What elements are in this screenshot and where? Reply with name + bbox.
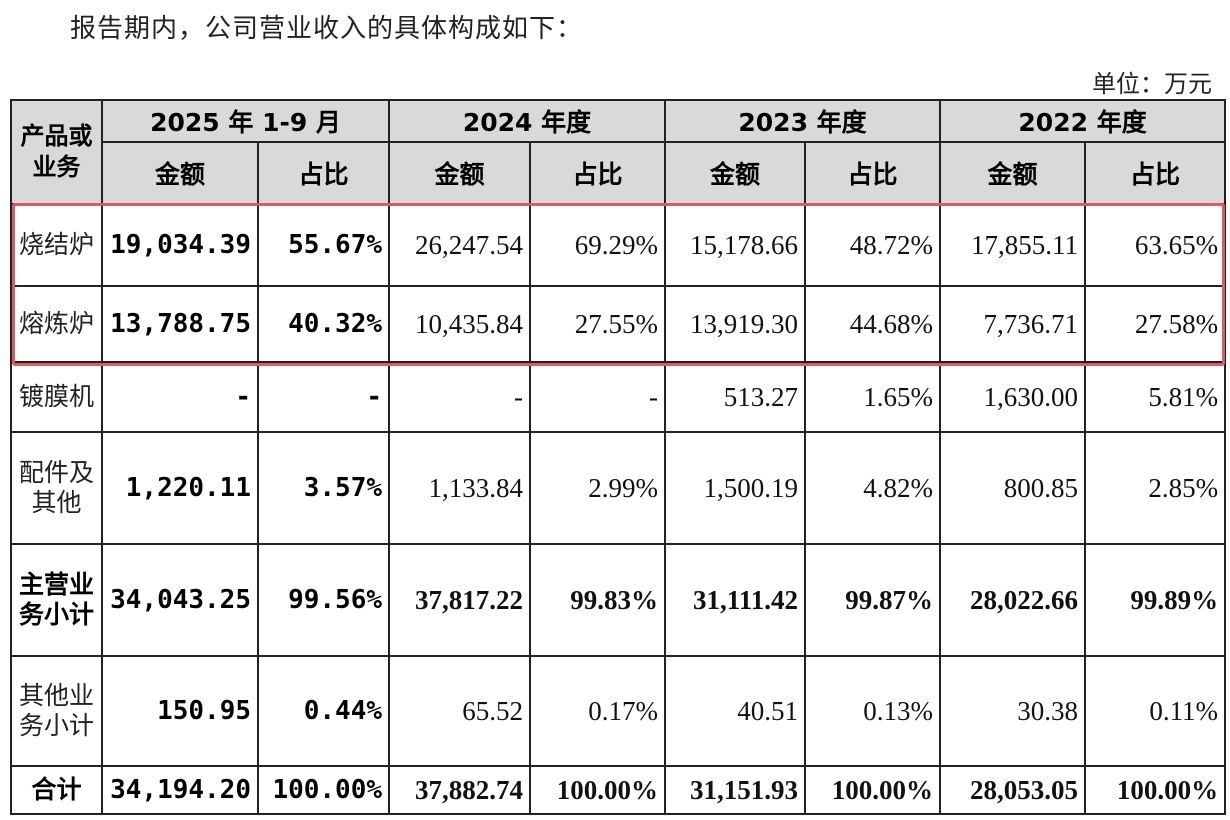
ratio-cell: 100.00%: [256, 765, 391, 815]
ratio-cell: 27.55%: [529, 285, 667, 363]
row-category: 烧结炉: [10, 203, 103, 287]
ratio-header: 占比: [256, 141, 391, 205]
amount-cell: 17,855.11: [939, 203, 1087, 287]
ratio-cell: 44.68%: [804, 285, 942, 363]
amount-cell: 26,247.54: [388, 203, 532, 287]
table-row: 其他业务小计 150.95 0.44% 65.52 0.17% 40.51 0.13% 30.…: [10, 655, 1227, 767]
ratio-header: 占比: [804, 141, 942, 205]
period-header: 2022 年度: [939, 99, 1227, 143]
amount-cell: 13,788.75: [101, 285, 259, 363]
amount-cell: 513.27: [664, 361, 807, 433]
table-row: 熔炼炉 13,788.75 40.32% 10,435.84 27.55% 13,919.…: [10, 285, 1227, 363]
ratio-cell: 99.87%: [804, 543, 942, 657]
ratio-cell: 27.58%: [1084, 285, 1227, 363]
ratio-cell: 4.82%: [804, 431, 942, 545]
row-category: 配件及其他: [10, 431, 103, 545]
header-row-periods: 产品或业务 2025 年 1-9 月 2024 年度 2023 年度 2022 …: [10, 99, 1227, 205]
amount-header: 金额: [388, 141, 532, 205]
ratio-cell: 0.17%: [529, 655, 667, 767]
amount-cell: 1,630.00: [939, 361, 1087, 433]
ratio-cell: 99.89%: [1084, 543, 1227, 657]
intro-text: 报告期内，公司营业收入的具体构成如下：: [70, 14, 584, 44]
amount-cell: 15,178.66: [664, 203, 807, 287]
ratio-cell: 0.44%: [256, 655, 391, 767]
table-row: 合计 34,194.20 100.00% 37,882.74 100.00% 31,151…: [10, 765, 1227, 815]
ratio-cell: 2.99%: [529, 431, 667, 545]
period-header: 2023 年度: [664, 99, 942, 143]
header-row-metrics: 金额 占比 金额 占比 金额 占比 金额 占比: [11, 141, 1227, 205]
ratio-cell: 100.00%: [804, 765, 942, 815]
ratio-cell: 0.13%: [804, 655, 942, 767]
ratio-cell: 100.00%: [1084, 765, 1227, 815]
amount-cell: 37,817.22: [388, 543, 532, 657]
amount-cell: -: [101, 361, 259, 433]
row-category: 镀膜机: [10, 361, 103, 433]
amount-cell: 28,053.05: [939, 765, 1087, 815]
amount-cell: 13,919.30: [664, 285, 807, 363]
row-category: 主营业务小计: [10, 543, 103, 657]
table-row: 镀膜机 - - - -513.27 1.65% 1,630.00 5.81%: [10, 361, 1227, 433]
ratio-cell: 2.85%: [1084, 431, 1227, 545]
row-category: 其他业务小计: [10, 655, 103, 767]
period-header: 2024 年度: [388, 99, 667, 143]
ratio-cell: 69.29%: [529, 203, 667, 287]
ratio-cell: 100.00%: [529, 765, 667, 815]
ratio-cell: 5.81%: [1084, 361, 1227, 433]
amount-cell: 40.51: [664, 655, 807, 767]
table-row: 主营业务小计 34,043.25 99.56% 37,817.22 99.83% 31,1…: [10, 543, 1227, 657]
revenue-table: 产品或业务 2025 年 1-9 月 2024 年度 2023 年度 2022 …: [10, 99, 1227, 815]
ratio-cell: -: [529, 361, 667, 433]
table-row: 烧结炉 19,034.39 55.67% 26,247.54 69.29% 15,178.…: [10, 203, 1227, 287]
row-category: 熔炼炉: [10, 285, 103, 363]
ratio-cell: 0.11%: [1084, 655, 1227, 767]
row-category: 合计: [10, 765, 103, 815]
ratio-header: 占比: [529, 141, 667, 205]
ratio-cell: 40.32%: [256, 285, 391, 363]
ratio-cell: -: [256, 361, 391, 433]
table-row: 配件及其他 1,220.11 3.57% 1,133.84 2.99% 1,500.19 4…: [10, 431, 1227, 545]
amount-cell: 31,111.42: [664, 543, 807, 657]
amount-cell: 10,435.84: [388, 285, 532, 363]
amount-cell: 37,882.74: [388, 765, 532, 815]
amount-cell: 1,220.11: [101, 431, 259, 545]
amount-cell: 34,194.20: [101, 765, 259, 815]
ratio-cell: 99.83%: [529, 543, 667, 657]
amount-cell: 31,151.93: [664, 765, 807, 815]
amount-cell: -: [388, 361, 532, 433]
amount-cell: 19,034.39: [101, 203, 259, 287]
ratio-cell: 3.57%: [256, 431, 391, 545]
ratio-cell: 48.72%: [804, 203, 942, 287]
amount-header: 金额: [664, 141, 807, 205]
amount-cell: 7,736.71: [939, 285, 1087, 363]
amount-header: 金额: [939, 141, 1087, 205]
ratio-cell: 99.56%: [256, 543, 391, 657]
amount-cell: 800.85: [939, 431, 1087, 545]
period-header: 2025 年 1-9 月: [100, 99, 391, 143]
ratio-header: 占比: [1084, 141, 1227, 205]
amount-cell: 1,133.84: [388, 431, 532, 545]
amount-cell: 30.38: [939, 655, 1087, 767]
amount-cell: 1,500.19: [664, 431, 807, 545]
amount-cell: 150.95: [101, 655, 259, 767]
ratio-cell: 55.67%: [256, 203, 391, 287]
ratio-cell: 63.65%: [1084, 203, 1227, 287]
amount-cell: 34,043.25: [101, 543, 259, 657]
unit-label: 单位：万元: [1092, 70, 1212, 98]
amount-header: 金额: [101, 141, 259, 205]
ratio-cell: 1.65%: [804, 361, 942, 433]
amount-cell: 28,022.66: [939, 543, 1087, 657]
amount-cell: 65.52: [388, 655, 532, 767]
category-header: 产品或业务: [10, 99, 103, 205]
